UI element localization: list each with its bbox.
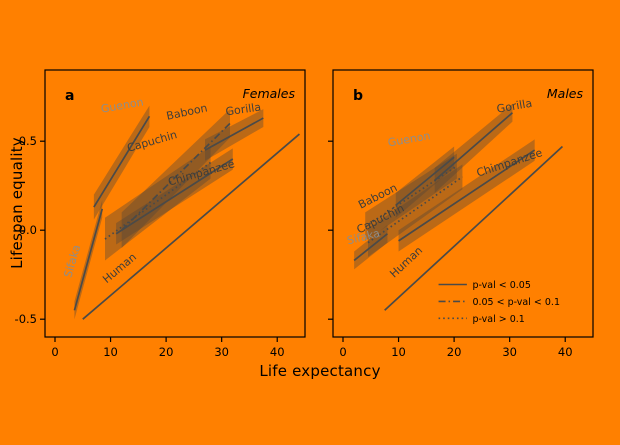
series-line-human bbox=[82, 133, 300, 320]
series-label-sifaka: Sifaka bbox=[61, 243, 83, 279]
x-tick-label: 0 bbox=[51, 345, 58, 359]
panel-subtitle: Females bbox=[243, 86, 296, 101]
series-line-sifaka bbox=[73, 208, 104, 311]
series-label-guenon: Guenon bbox=[387, 129, 432, 149]
series-label-human: Human bbox=[387, 244, 425, 281]
x-tick-label: 20 bbox=[159, 345, 174, 359]
x-tick-label: 10 bbox=[391, 345, 406, 359]
legend-label: p-val > 0.1 bbox=[472, 314, 524, 325]
x-tick-label: 30 bbox=[502, 345, 517, 359]
y-tick-label: -0.5 bbox=[15, 312, 37, 326]
panel-subtitle: Males bbox=[547, 86, 584, 101]
panel-frame bbox=[44, 69, 306, 338]
legend-label: 0.05 < p-val < 0.1 bbox=[472, 297, 560, 308]
panel-letter: b bbox=[353, 88, 363, 104]
legend-label: p-val < 0.05 bbox=[472, 280, 530, 291]
band-capuchin bbox=[105, 146, 211, 261]
series-line-capuchin bbox=[104, 161, 212, 240]
x-tick-label: 10 bbox=[103, 345, 118, 359]
x-tick-label: 30 bbox=[214, 345, 229, 359]
series-line-human bbox=[384, 145, 564, 311]
series-line-gorilla bbox=[434, 112, 514, 182]
series-label-guenon: Guenon bbox=[100, 95, 145, 115]
panel-b: SifakaHumanGuenonBaboonCapuchinChimpanze… bbox=[328, 69, 594, 359]
panel-letter: a bbox=[65, 88, 74, 104]
series-label-baboon: Baboon bbox=[165, 101, 209, 122]
x-tick-label: 40 bbox=[270, 345, 285, 359]
series-line-gorilla bbox=[204, 117, 264, 151]
x-axis-title: Life expectancy bbox=[259, 362, 381, 380]
band-gorilla bbox=[434, 103, 513, 193]
panel-frame bbox=[332, 69, 594, 338]
y-tick-label: 0.5 bbox=[19, 134, 37, 148]
x-tick-label: 40 bbox=[558, 345, 573, 359]
series-line-chimpanzee bbox=[398, 149, 536, 242]
band-baboon bbox=[365, 153, 457, 241]
series-label-gorilla: Gorilla bbox=[225, 101, 262, 119]
series-line-capuchin bbox=[367, 176, 463, 244]
series-line-guenon bbox=[395, 156, 455, 206]
x-tick-label: 20 bbox=[447, 345, 462, 359]
band-capuchin bbox=[368, 164, 463, 257]
series-line-sifaka bbox=[353, 233, 388, 262]
y-tick-label: 0.0 bbox=[19, 223, 37, 237]
series-line-chimpanzee bbox=[115, 158, 234, 235]
series-line-guenon bbox=[93, 115, 151, 208]
y-axis-title: Lifespan equality bbox=[8, 137, 26, 269]
x-tick-label: 0 bbox=[339, 345, 346, 359]
panel-a: Sifaka HumanGuenonCapuchinChimpanzeeBaboo… bbox=[15, 69, 306, 359]
series-label-gorilla: Gorilla bbox=[496, 97, 533, 116]
series-line-baboon bbox=[121, 122, 231, 231]
